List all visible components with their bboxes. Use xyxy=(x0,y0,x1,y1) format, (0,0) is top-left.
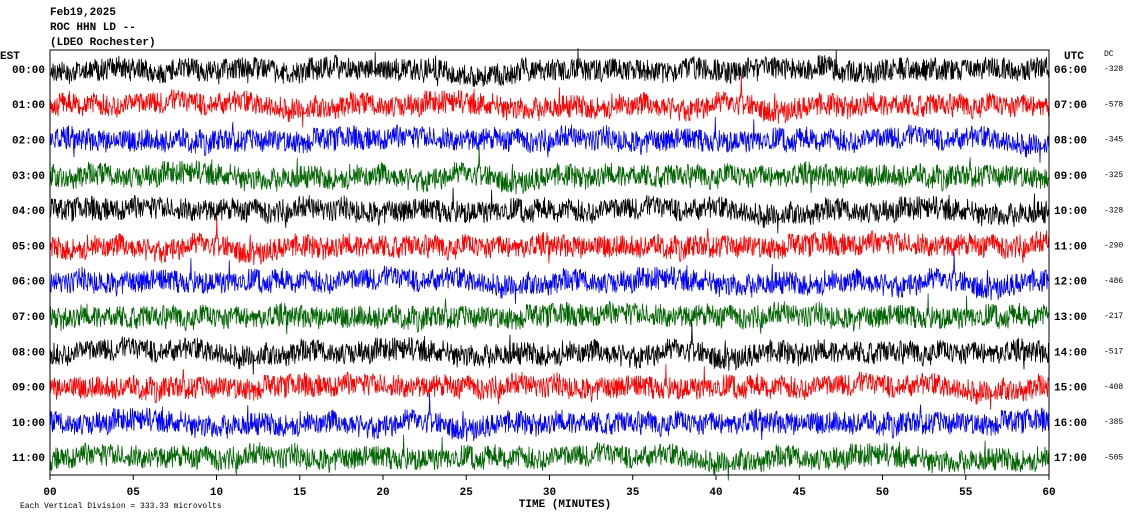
est-label: 04:00 xyxy=(12,206,45,218)
x-tick-label: 50 xyxy=(876,487,889,499)
est-label: 09:00 xyxy=(12,383,45,395)
utc-label: 07:00 xyxy=(1054,100,1087,112)
x-tick-label: 05 xyxy=(127,487,141,499)
est-label: 11:00 xyxy=(12,453,45,465)
x-tick-label: 60 xyxy=(1042,487,1055,499)
dc-value: -408 xyxy=(1104,383,1123,392)
x-tick-label: 35 xyxy=(626,487,640,499)
est-label: 07:00 xyxy=(12,312,45,324)
est-label: 08:00 xyxy=(12,347,45,359)
x-tick-label: 55 xyxy=(959,487,973,499)
trace xyxy=(49,252,1050,305)
dc-value: -217 xyxy=(1104,312,1123,321)
utc-label: 08:00 xyxy=(1054,136,1087,148)
est-label: 02:00 xyxy=(12,136,45,148)
dc-label: DC xyxy=(1104,50,1114,59)
x-tick-label: 20 xyxy=(376,487,389,499)
dc-value: -328 xyxy=(1104,65,1123,74)
left-label: EST xyxy=(0,51,20,63)
right-label: UTC xyxy=(1064,51,1084,63)
header-line: (LDEO Rochester) xyxy=(50,37,156,49)
est-label: 06:00 xyxy=(12,277,45,289)
header-line: Feb19,2025 xyxy=(50,7,116,19)
x-tick-label: 45 xyxy=(793,487,807,499)
x-label: TIME (MINUTES) xyxy=(519,499,611,511)
utc-label: 11:00 xyxy=(1054,241,1087,253)
utc-label: 15:00 xyxy=(1054,383,1087,395)
est-label: 05:00 xyxy=(12,241,45,253)
dc-value: -345 xyxy=(1104,136,1123,145)
x-tick-label: 40 xyxy=(709,487,722,499)
x-tick-label: 10 xyxy=(210,487,223,499)
trace xyxy=(49,322,1050,375)
est-label: 03:00 xyxy=(12,171,45,183)
est-label: 10:00 xyxy=(12,418,45,430)
utc-label: 16:00 xyxy=(1054,418,1087,430)
labels: Feb19,2025 ROC HHN LD -- (LDEO Rochester… xyxy=(0,7,1123,511)
x-tick-label: 15 xyxy=(293,487,307,499)
est-label: 00:00 xyxy=(12,65,45,77)
utc-label: 09:00 xyxy=(1054,171,1087,183)
trace xyxy=(49,434,1050,481)
dc-value: -578 xyxy=(1104,100,1123,109)
trace xyxy=(49,217,1050,266)
x-tick-label: 00 xyxy=(43,487,56,499)
dc-value: -505 xyxy=(1104,453,1123,462)
utc-label: 17:00 xyxy=(1054,453,1087,465)
dc-value: -328 xyxy=(1104,206,1123,215)
dc-value: -325 xyxy=(1104,171,1123,180)
dc-value: -517 xyxy=(1104,348,1123,357)
utc-label: 14:00 xyxy=(1054,347,1087,359)
trace xyxy=(49,187,1050,234)
dc-value: -290 xyxy=(1104,242,1123,251)
dc-value: -486 xyxy=(1104,277,1123,286)
trace xyxy=(49,293,1050,335)
utc-label: 12:00 xyxy=(1054,277,1087,289)
trace xyxy=(49,364,1050,410)
dc-value: -385 xyxy=(1104,418,1123,427)
footnote: Each Vertical Division = 333.33 microvol… xyxy=(20,502,222,511)
trace xyxy=(49,116,1050,163)
est-label: 01:00 xyxy=(12,100,45,112)
x-tick-label: 30 xyxy=(543,487,556,499)
trace xyxy=(49,75,1050,128)
utc-label: 06:00 xyxy=(1054,65,1087,77)
trace xyxy=(49,146,1050,195)
plot-frame xyxy=(49,49,1050,476)
header-line: ROC HHN LD -- xyxy=(50,22,136,34)
utc-label: 13:00 xyxy=(1054,312,1087,324)
utc-label: 10:00 xyxy=(1054,206,1087,218)
trace xyxy=(49,48,1050,87)
traces xyxy=(49,48,1050,481)
trace xyxy=(49,393,1050,442)
x-tick-label: 25 xyxy=(460,487,474,499)
